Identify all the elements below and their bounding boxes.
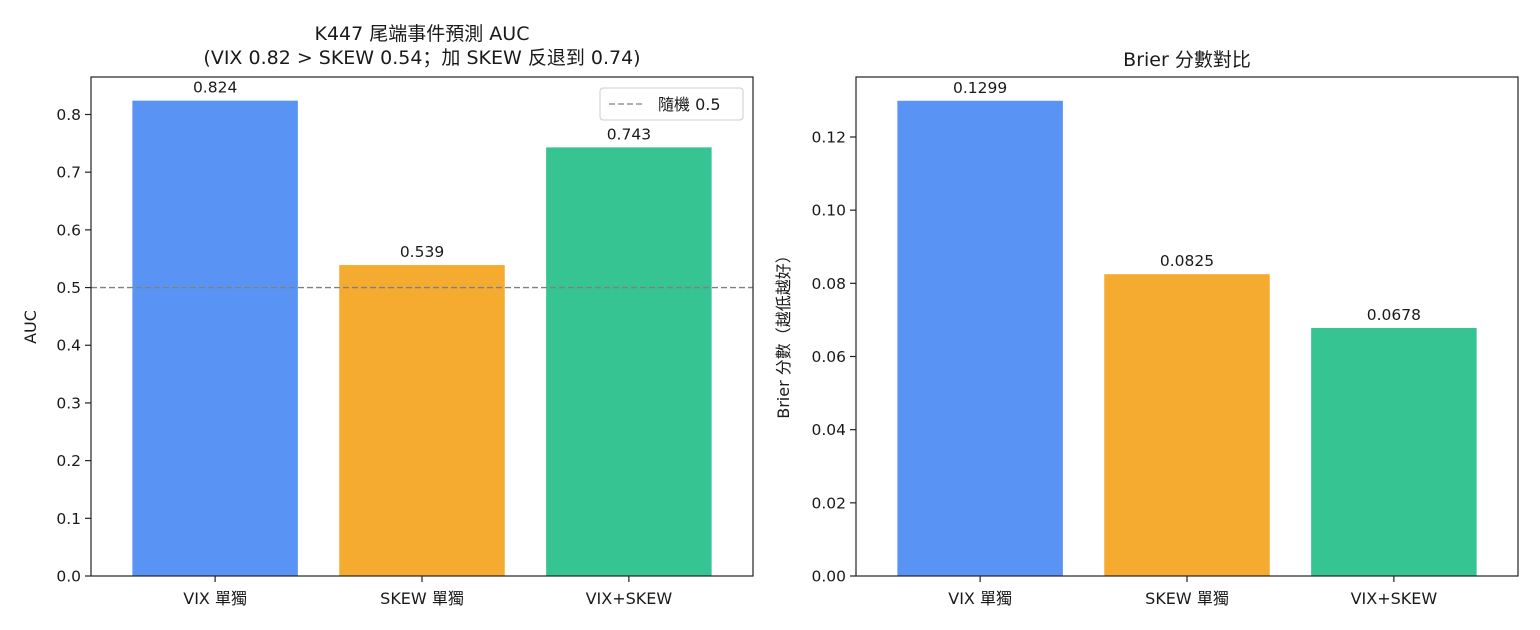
bar-auc-1 [339,265,505,576]
auc-y-axis-label: AUC [21,310,40,344]
bar-auc-0 [132,100,298,576]
x-tick-label: VIX+SKEW [1351,589,1438,608]
y-tick-label: 0.04 [811,421,846,439]
auc-bars [132,100,712,576]
bar-value-label: 0.1299 [953,79,1007,97]
y-tick-label: 0.12 [811,128,846,146]
x-tick-label: VIX 單獨 [948,589,1012,608]
y-tick-label: 0.3 [56,394,81,412]
auc-y-ticks: 0.0 0.1 0.2 0.3 0.4 0.5 0.6 0.7 0.8 [56,106,91,586]
y-tick-label: 0.6 [56,221,81,239]
brier-x-ticks: VIX 單獨 SKEW 單獨 VIX+SKEW [948,576,1437,608]
x-tick-label: SKEW 單獨 [380,589,464,608]
auc-chart-title: K447 尾端事件預測 AUC [315,23,530,45]
x-tick-label: SKEW 單獨 [1145,589,1229,608]
brier-plot-frame [855,76,1519,577]
auc-chart-subtitle: (VIX 0.82 > SKEW 0.54；加 SKEW 反退到 0.74) [203,47,640,69]
y-tick-label: 0.02 [811,494,846,512]
y-tick-label: 0.5 [56,279,81,297]
y-tick-label: 0.8 [56,106,81,124]
bar-value-label: 0.824 [193,79,237,97]
brier-chart-title: Brier 分數對比 [1123,49,1251,71]
auc-legend: 隨機 0.5 [599,87,744,121]
y-tick-label: 0.06 [811,348,846,366]
bar-value-label: 0.0825 [1160,252,1214,270]
bar-auc-2 [546,147,712,576]
auc-chart: K447 尾端事件預測 AUC (VIX 0.82 > SKEW 0.54；加 … [21,23,754,608]
brier-y-ticks: 0.00 0.02 0.04 0.06 0.08 0.10 0.12 [811,128,856,586]
bar-value-label: 0.0678 [1367,306,1421,324]
y-tick-label: 0.4 [56,337,81,355]
brier-y-axis-label: Brier 分數（越低越好） [774,247,793,419]
y-tick-label: 0.08 [811,275,846,293]
brier-value-labels: 0.1299 0.0825 0.0678 [953,79,1421,324]
y-tick-label: 0.00 [811,568,846,586]
brier-bars [897,100,1477,576]
y-tick-label: 0.2 [56,452,81,470]
bar-brier-0 [897,100,1063,576]
bar-brier-2 [1311,327,1477,576]
auc-x-ticks: VIX 單獨 SKEW 單獨 VIX+SKEW [183,576,672,608]
legend-label: 隨機 0.5 [658,95,721,114]
legend-box [599,87,744,121]
x-tick-label: VIX+SKEW [586,589,673,608]
y-tick-label: 0.0 [56,568,81,586]
y-tick-label: 0.10 [811,202,846,220]
auc-plot-frame [90,76,754,577]
auc-value-labels: 0.824 0.539 0.743 [193,79,651,261]
bar-value-label: 0.743 [607,125,651,143]
y-tick-label: 0.7 [56,164,81,182]
x-tick-label: VIX 單獨 [183,589,247,608]
y-tick-label: 0.1 [56,510,81,528]
bar-brier-1 [1104,274,1270,576]
bar-value-label: 0.539 [400,243,444,261]
brier-chart: Brier 分數對比 Brier 分數（越低越好） 0.000.020.040.… [774,49,1519,608]
